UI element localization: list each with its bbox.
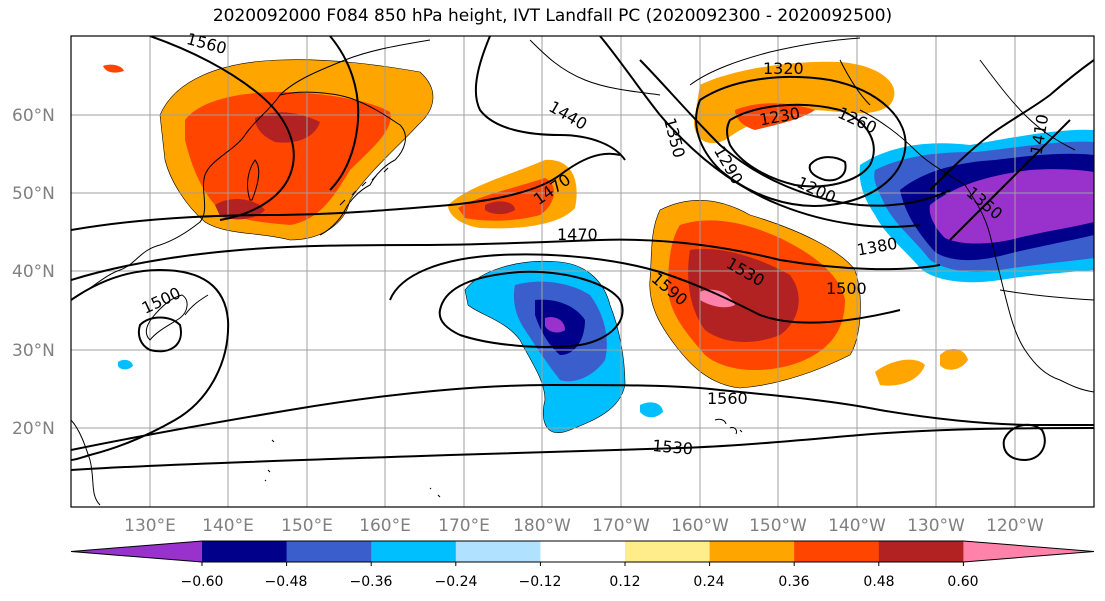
contour-label: 1320 [763,59,804,78]
lat-label: 30°N [12,341,55,361]
contour-label: 1500 [826,279,867,298]
lon-label: 180°W [513,516,571,536]
ivt-negative-fill [118,129,1094,433]
colorbar-arrow-high [963,541,1094,562]
colorbar-ticks: −0.60 −0.48 −0.36 −0.24 −0.12 0.12 0.24 … [181,574,979,590]
map-title: 2020092000 F084 850 hPa height, IVT Land… [212,6,893,26]
lon-label: 120°W [986,516,1044,536]
colorbar-arrow-low [71,541,202,562]
colorbar-tick-label: −0.24 [435,574,478,590]
lon-label: 150°W [749,516,807,536]
colorbar-segment [455,541,541,562]
lat-label: 20°N [12,419,55,439]
colorbar-tick-label: 0.36 [778,574,809,590]
contour-label: 1560 [707,389,748,408]
colorbar-segment [878,541,964,562]
colorbar-segment [286,541,372,562]
contour-label: 1530 [651,436,693,458]
colorbar-segment [540,541,626,562]
colorbar-segment [202,541,288,562]
lon-label: 130°E [124,516,176,536]
gridlines [71,36,1094,507]
colorbar-tick-label: −0.60 [181,574,224,590]
colorbar-tick-label: −0.48 [265,574,308,590]
lon-label: 170°E [438,516,490,536]
lat-label: 40°N [12,262,55,282]
coastlines [71,37,1094,506]
lon-label: 140°W [828,516,886,536]
colorbar-tick-label: −0.36 [350,574,393,590]
height-contours [71,36,1094,471]
contour-label: 1470 [557,225,598,244]
map-panel [71,36,1094,507]
lon-label: 170°W [592,516,650,536]
lon-label: 150°E [281,516,333,536]
lon-axis: 130°E 140°E 150°E 160°E 170°E 180°W 170°… [124,516,1044,536]
lon-label: 130°W [907,516,965,536]
lat-label: 60°N [12,106,55,126]
lat-axis: 60°N 50°N 40°N 30°N 20°N [12,106,55,439]
colorbar-segment [709,541,795,562]
lat-label: 50°N [12,184,55,204]
islands [264,167,743,498]
colorbar [70,540,1095,566]
colorbar-tick-label: 0.60 [947,574,978,590]
fill-outlines [159,59,861,433]
colorbar-tick-label: 0.12 [609,574,640,590]
colorbar-tick-label: 0.48 [863,574,894,590]
lon-label: 160°E [359,516,411,536]
map-frame [70,35,1095,508]
colorbar-segment [794,541,880,562]
colorbar-segment [371,541,457,562]
colorbar-tick-label: −0.12 [519,574,562,590]
lon-label: 160°W [671,516,729,536]
lon-label: 140°E [202,516,254,536]
colorbar-tick-label: 0.24 [693,574,724,590]
colorbar-segment [625,541,711,562]
